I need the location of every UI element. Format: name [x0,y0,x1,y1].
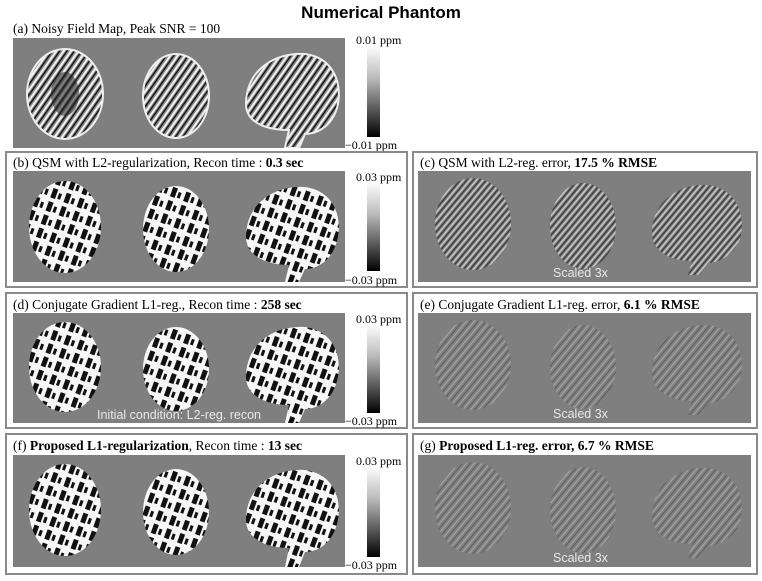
proposed-l1-error-image: Scaled 3x [418,455,751,567]
scale-note-e: Scaled 3x [553,407,608,421]
colorbar-d-bottom-label: −0.03 ppm [345,414,398,428]
l2-recon-image [13,171,345,282]
colorbar-a-top-label: 0.01 ppm [356,33,402,47]
colorbar-b [367,182,380,271]
figure-title: Numerical Phantom [301,3,461,22]
label-a: (a) Noisy Field Map, Peak SNR = 100 [13,21,221,36]
colorbar-b-bottom-label: −0.03 ppm [345,273,398,287]
label-d: (d) Conjugate Gradient L1-reg., Recon ti… [13,297,302,312]
field-map-image [13,38,345,148]
panel-e [412,292,758,429]
colorbar-b-top-label: 0.03 ppm [356,170,402,184]
panel-g [412,433,758,575]
panel-b [5,151,408,288]
label-b: (b) QSM with L2-regularization, Recon ti… [13,155,304,170]
scale-note-g: Scaled 3x [553,551,608,565]
cg-l1-recon-image: Initial condition: L2-reg. recon [13,313,345,423]
panel-d [5,292,408,429]
colorbar-f-top-label: 0.03 ppm [356,454,402,468]
colorbar-f [367,466,380,557]
colorbar-a [367,45,380,137]
label-e: (e) Conjugate Gradient L1-reg. error, 6.… [420,297,700,312]
panel-c [412,151,758,288]
label-g: (g) Proposed L1-reg. error, 6.7 % RMSE [420,438,654,453]
initial-condition-note: Initial condition: L2-reg. recon [97,408,261,422]
panel-f [5,433,408,575]
l2-error-image: Scaled 3x [418,171,751,282]
proposed-l1-recon-image [13,455,345,567]
colorbar-d-top-label: 0.03 ppm [356,312,402,326]
colorbar-a-bottom-label: −0.01 ppm [345,138,398,152]
scale-note-c: Scaled 3x [553,266,608,280]
label-c: (c) QSM with L2-reg. error, 17.5 % RMSE [420,155,658,170]
colorbar-d [367,324,380,413]
colorbar-f-bottom-label: −0.03 ppm [345,558,398,572]
label-f: (f) Proposed L1-regularization, Recon ti… [13,438,302,453]
cg-l1-error-image: Scaled 3x [418,313,751,423]
